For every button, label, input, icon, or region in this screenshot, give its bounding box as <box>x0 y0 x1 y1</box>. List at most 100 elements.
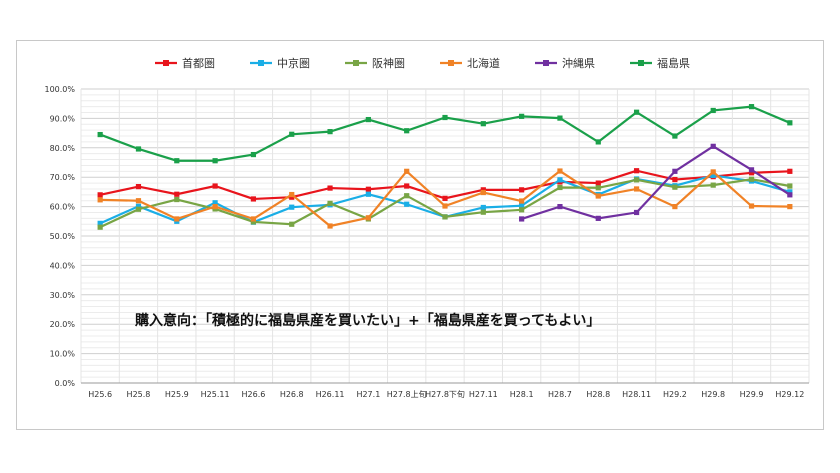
series-5-point <box>135 146 142 152</box>
series-2-line <box>99 178 791 229</box>
series-1-point <box>710 172 716 179</box>
x-tick-label: H28.11 <box>622 390 651 399</box>
series-3-point <box>250 216 257 222</box>
series-5-point <box>174 158 180 164</box>
legend-label: 沖縄県 <box>562 56 595 70</box>
legend-swatch-marker <box>543 60 549 66</box>
x-tick-label: H28.7 <box>548 390 572 399</box>
x-tick-label: H26.8 <box>280 390 304 399</box>
series-0-point <box>212 183 218 189</box>
series-1-point <box>480 204 486 211</box>
series-4-point <box>672 168 678 174</box>
series-3-point <box>595 193 601 199</box>
series-2-point <box>404 193 410 199</box>
series-2-point <box>633 177 640 183</box>
legend-swatch-marker <box>353 60 359 66</box>
series-5-point <box>557 115 563 121</box>
series-4-point <box>595 215 601 221</box>
legend: 首都圏 中京圏 阪神圏 北海道 沖縄県 福島県 <box>155 56 690 70</box>
series-3-point <box>212 204 218 210</box>
series-1-point <box>135 203 142 209</box>
series-5-point <box>442 114 448 121</box>
x-tick-label: H25.6 <box>88 390 112 399</box>
series-2-point <box>174 196 180 203</box>
series-5-point <box>97 131 103 138</box>
x-tick-label: H29.9 <box>740 390 764 399</box>
series-0-point <box>289 194 295 200</box>
legend-label: 福島県 <box>657 56 690 70</box>
series-2-point <box>250 219 257 225</box>
series-lines <box>97 104 793 230</box>
grid-lines <box>80 88 810 384</box>
series-2-point <box>557 184 563 191</box>
series-5-point <box>365 116 371 123</box>
series-3-point <box>672 204 678 210</box>
x-tick-label: H26.6 <box>242 390 266 399</box>
chart-annotation: 購入意向：「積極的に福島県産を買いたい」+「福島県産を買ってもよい」 <box>134 312 600 329</box>
series-1-point <box>97 220 103 226</box>
series-4-point <box>557 204 563 210</box>
series-5-point <box>327 129 333 135</box>
y-tick-label: 30.0% <box>50 291 76 300</box>
x-tick-label: H27.8上旬 <box>387 389 427 399</box>
x-tick-label: H28.8 <box>586 390 610 399</box>
y-tick-label: 90.0% <box>50 114 76 123</box>
legend-label: 北海道 <box>467 56 500 70</box>
series-0-point <box>748 170 755 176</box>
series-4-point <box>519 216 525 222</box>
series-0-point <box>480 187 486 193</box>
x-tick-label: H29.8 <box>701 390 725 399</box>
x-tick-label: H29.2 <box>663 390 687 399</box>
series-0-point <box>633 168 640 174</box>
series-4-line <box>521 145 791 220</box>
legend-label: 首都圏 <box>182 56 215 70</box>
series-3-point <box>557 168 563 174</box>
y-tick-label: 80.0% <box>50 144 76 153</box>
legend-swatch-marker <box>258 60 264 66</box>
x-tick-label: H25.8 <box>127 390 151 399</box>
series-2-point <box>748 176 755 182</box>
series-0-point <box>519 187 525 193</box>
y-tick-label: 50.0% <box>50 232 76 241</box>
series-5-point <box>748 104 755 110</box>
legend-swatch-marker <box>448 60 454 66</box>
series-3-point <box>710 169 716 175</box>
series-3-point <box>480 189 486 196</box>
series-0-point <box>595 180 601 186</box>
x-tick-label: H28.1 <box>510 390 534 399</box>
y-tick-label: 10.0% <box>50 350 76 359</box>
series-3-point <box>97 197 103 203</box>
x-tick-label: H27.11 <box>469 390 498 399</box>
series-4-point <box>787 192 793 198</box>
y-tick-label: 20.0% <box>50 320 76 329</box>
series-2-point <box>519 207 525 213</box>
y-tick-label: 0.0% <box>55 379 76 388</box>
series-4-point <box>748 167 755 173</box>
series-5-point <box>480 121 486 127</box>
series-0-point <box>365 186 371 192</box>
series-5-point <box>672 133 678 139</box>
x-tick-label: H27.8下旬 <box>425 389 465 399</box>
series-2-point <box>442 214 448 220</box>
series-2-point <box>787 183 793 189</box>
series-0-point <box>174 191 180 197</box>
series-1-point <box>787 189 793 195</box>
series-3-point <box>174 216 180 222</box>
series-3-point <box>289 191 295 198</box>
legend-label: 阪神圏 <box>372 56 405 70</box>
series-1-point <box>404 201 410 207</box>
series-5-point <box>404 128 410 134</box>
series-5-point <box>250 151 257 158</box>
series-4-point <box>633 209 640 216</box>
series-2-point <box>327 200 333 206</box>
y-tick-label: 70.0% <box>50 173 76 182</box>
series-3-point <box>748 203 755 209</box>
y-tick-label: 100.0% <box>44 85 75 94</box>
y-tick-label: 60.0% <box>50 203 76 212</box>
legend-swatch-marker <box>163 60 169 66</box>
x-tick-label: H27.1 <box>356 390 380 399</box>
y-axis: 0.0% 10.0% 20.0% 30.0% 40.0% 50.0% 60.0% 70.0% 8… <box>44 85 75 388</box>
series-2-point <box>710 182 716 188</box>
series-1-point <box>212 200 218 206</box>
series-0-point <box>250 196 257 202</box>
